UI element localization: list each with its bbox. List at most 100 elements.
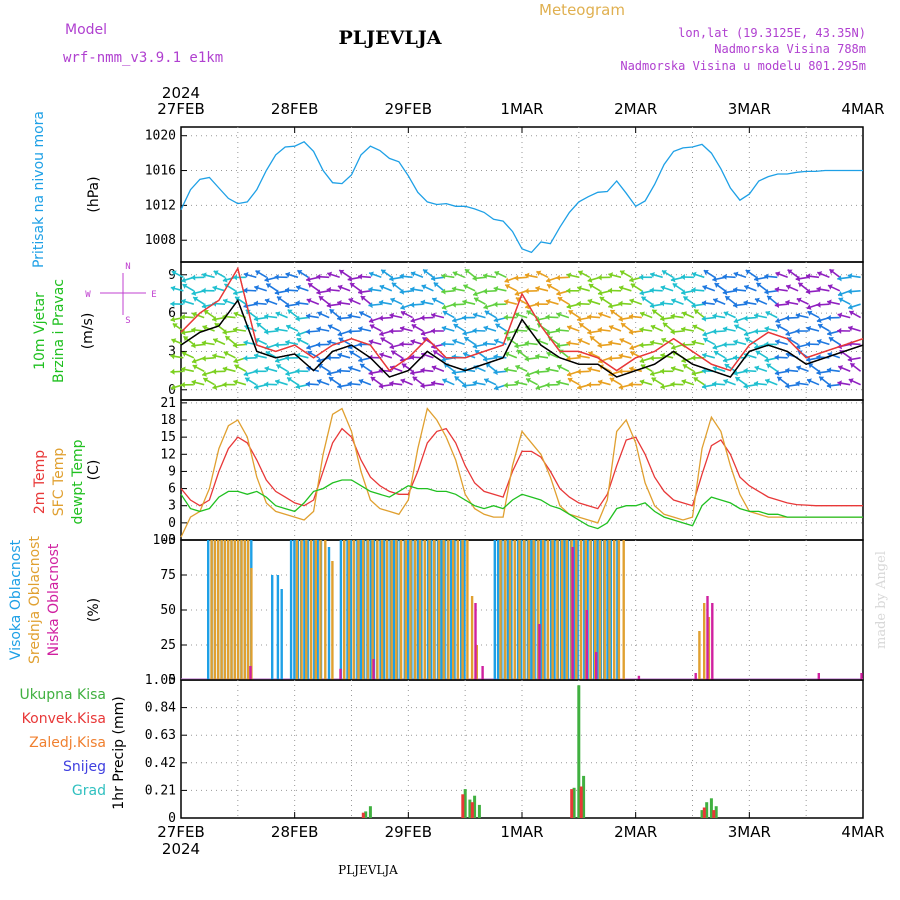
wind-arrowhead (254, 337, 260, 344)
wind-arrowhead (608, 272, 614, 278)
bar-cloud_mid (366, 540, 370, 680)
bar-cloud_high (530, 540, 533, 680)
wind-arrowhead (785, 330, 791, 337)
wind-arrowhead (641, 296, 647, 302)
y-tick-label: 18 (160, 413, 176, 428)
bar-cloud_mid (246, 540, 250, 680)
wind-arrowhead (515, 364, 521, 371)
wind-arrowhead (222, 381, 227, 388)
wind-arrowhead (245, 377, 251, 383)
wind-arrowhead (722, 273, 727, 280)
wind-arrowhead (484, 310, 490, 316)
wind-arrowhead (451, 301, 456, 308)
bar-cloud_mid (210, 540, 213, 680)
wind-arrowhead (744, 284, 750, 291)
date-tick-label: 29FEB (385, 100, 432, 118)
wind-arrowhead (255, 270, 261, 276)
wind-arrowhead (589, 336, 595, 342)
wind-arrowhead (181, 351, 187, 357)
year-top: 2024 (162, 84, 200, 102)
wind-arrowhead (472, 275, 477, 282)
wind-arrowhead (795, 328, 800, 335)
wind-arrowhead (733, 286, 738, 293)
wind-arrowhead (816, 301, 821, 308)
wind-arrowhead (368, 369, 374, 376)
wind-arrowhead (285, 339, 290, 346)
wind-arrowhead (483, 303, 489, 310)
wind-arrowhead (328, 324, 333, 330)
wind-arrowhead (295, 383, 301, 390)
wind-arrowhead (462, 330, 468, 337)
wind-arrowhead (391, 350, 397, 356)
bar-cloud_mid (233, 540, 236, 680)
bar-cloud_mid (236, 540, 240, 680)
wind-arrowhead (576, 353, 582, 360)
wind-arrowhead (798, 282, 804, 288)
wind-arrowhead (222, 276, 228, 283)
wind-arrowhead (191, 274, 196, 281)
wind-arrowhead (391, 282, 397, 288)
wind-arrowhead (265, 350, 271, 357)
wind-arrowhead (201, 355, 206, 362)
unit-label: 1hr Precip (mm) (111, 696, 127, 809)
y-tick-label: 50 (160, 603, 176, 618)
wind-arrowhead (754, 297, 760, 304)
wind-arrowhead (201, 303, 207, 310)
wind-arrowhead (660, 285, 666, 291)
wind-arrowhead (670, 381, 675, 388)
wind-arrowhead (399, 325, 405, 332)
bar-cloud_mid (565, 540, 568, 680)
wind-arrowhead (618, 353, 624, 359)
wind-arrowhead (494, 338, 499, 345)
bar-cloud_mid (466, 540, 469, 680)
wind-arrowhead (433, 350, 439, 356)
bar-cloud_mid (243, 540, 246, 680)
wind-arrowhead (691, 339, 697, 346)
wind-arrowhead (307, 350, 313, 356)
wind-arrowhead (826, 367, 832, 374)
bar-cloud_high (349, 540, 352, 680)
wind-arrowhead (170, 353, 175, 360)
wind-arrowhead (660, 383, 665, 390)
y-tick-label: 0 (168, 811, 176, 826)
precip-legend-label: Ukupna Kisa (19, 687, 106, 703)
wind-arrowhead (537, 323, 543, 329)
wind-arrowhead (722, 341, 727, 348)
bar-cloud_mid (376, 540, 379, 680)
wind-arrowhead (629, 344, 635, 351)
y-tick-label: 0.42 (145, 756, 176, 771)
bar-cloud_mid (527, 540, 531, 680)
series-temp2m (180, 427, 863, 510)
wind-arrowhead (702, 284, 708, 291)
wind-arrowhead (723, 357, 728, 363)
wind-arrowhead (170, 316, 176, 323)
bar-cloud_mid (371, 540, 374, 680)
wind-arrowhead (765, 310, 771, 317)
wind-arrowhead (847, 356, 853, 363)
wind-arrowhead (182, 283, 188, 289)
y-tick-label: 3 (168, 344, 176, 359)
wind-arrowhead (295, 315, 300, 322)
wind-arrowhead (191, 311, 197, 318)
wind-arrowhead (566, 340, 571, 347)
wind-arrowhead (733, 370, 738, 377)
wind-arrowhead (744, 330, 749, 337)
bar-cloud_low (595, 652, 598, 680)
series-dewpt (180, 479, 863, 530)
wind-arrowhead (681, 357, 687, 364)
bar-cloud_low (372, 659, 375, 680)
wind-arrowhead (170, 368, 175, 375)
wind-arrowhead (285, 370, 291, 377)
wind-arrowhead (191, 327, 196, 334)
wind-arrowhead (402, 363, 407, 369)
bar-conv-precip (579, 786, 583, 818)
wind-arrowhead (651, 377, 657, 383)
wind-arrowhead (212, 384, 218, 390)
wind-arrowhead (826, 314, 831, 321)
bar-total-precip (473, 795, 477, 818)
wind-arrowhead (639, 357, 645, 364)
wind-arrowhead (442, 310, 448, 316)
bar-cloud_high (506, 540, 510, 680)
wind-arrowhead (807, 310, 813, 317)
wind-arrowhead (557, 364, 563, 370)
